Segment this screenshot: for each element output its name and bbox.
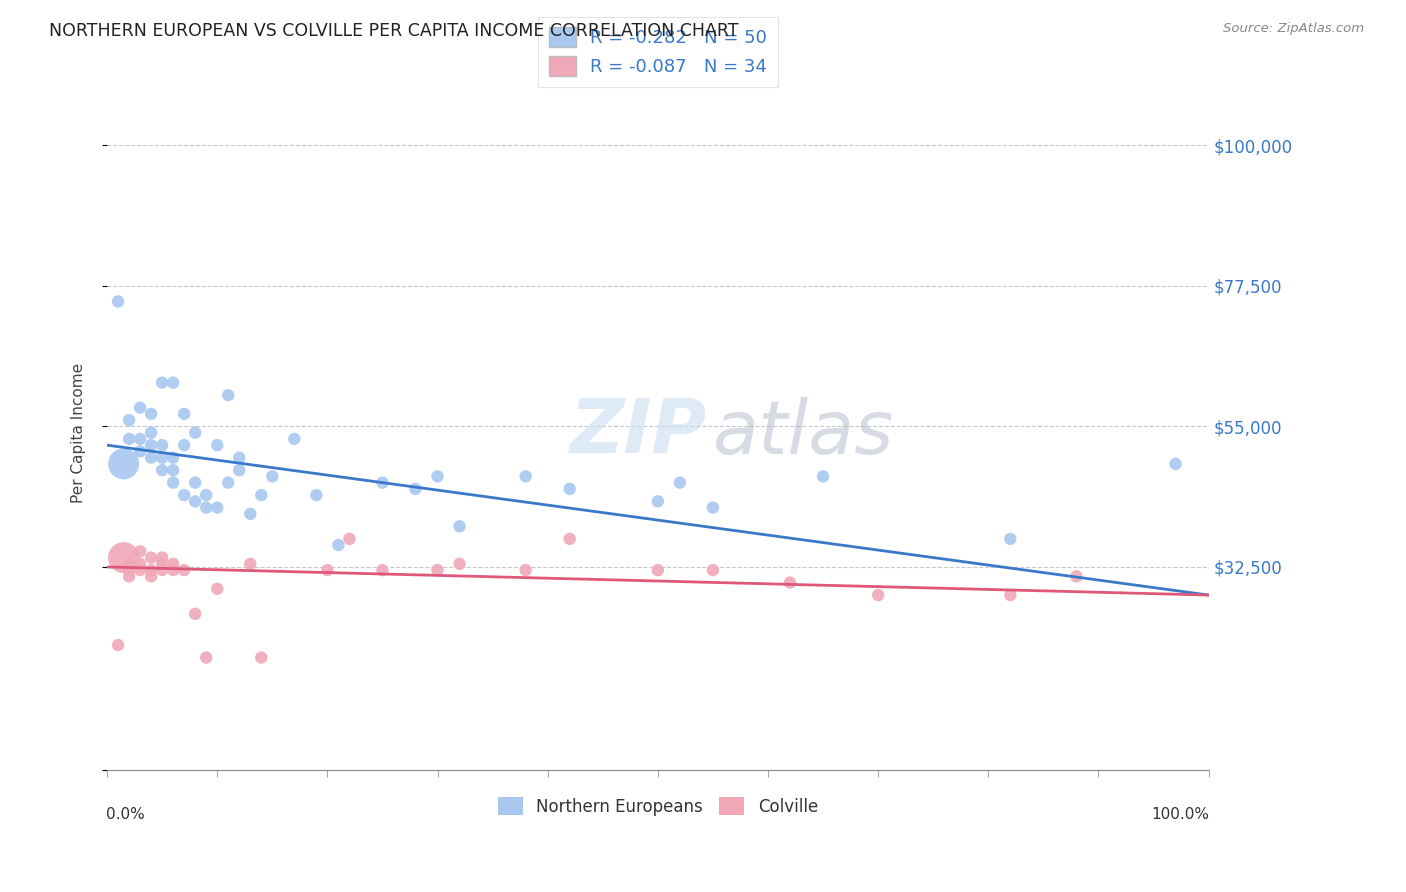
- Point: [228, 450, 250, 465]
- Point: [173, 563, 195, 577]
- Point: [702, 500, 724, 515]
- Point: [250, 650, 273, 665]
- Point: [205, 438, 228, 452]
- Point: [184, 494, 207, 508]
- Point: [162, 475, 184, 490]
- Point: [316, 563, 339, 577]
- Point: [184, 607, 207, 621]
- Point: [150, 557, 173, 571]
- Point: [112, 457, 135, 471]
- Point: [371, 475, 394, 490]
- Point: [107, 638, 129, 652]
- Text: 0.0%: 0.0%: [105, 807, 145, 822]
- Point: [150, 450, 173, 465]
- Point: [129, 544, 152, 558]
- Point: [195, 488, 218, 502]
- Point: [558, 482, 581, 496]
- Point: [515, 563, 537, 577]
- Point: [405, 482, 427, 496]
- Point: [669, 475, 692, 490]
- Point: [1164, 457, 1187, 471]
- Point: [283, 432, 305, 446]
- Text: ZIP: ZIP: [569, 396, 707, 469]
- Text: atlas: atlas: [713, 397, 894, 468]
- Point: [184, 425, 207, 440]
- Point: [426, 563, 449, 577]
- Point: [239, 557, 262, 571]
- Point: [1000, 588, 1022, 602]
- Point: [305, 488, 328, 502]
- Y-axis label: Per Capita Income: Per Capita Income: [72, 362, 86, 503]
- Point: [239, 507, 262, 521]
- Point: [371, 563, 394, 577]
- Point: [205, 500, 228, 515]
- Point: [139, 563, 162, 577]
- Point: [118, 413, 141, 427]
- Point: [184, 475, 207, 490]
- Point: [339, 532, 361, 546]
- Point: [162, 376, 184, 390]
- Point: [228, 463, 250, 477]
- Point: [868, 588, 890, 602]
- Legend: Northern Europeans, Colville: Northern Europeans, Colville: [491, 790, 825, 822]
- Point: [139, 407, 162, 421]
- Point: [129, 557, 152, 571]
- Point: [112, 550, 135, 565]
- Point: [217, 388, 239, 402]
- Point: [811, 469, 834, 483]
- Point: [139, 425, 162, 440]
- Point: [162, 450, 184, 465]
- Point: [162, 557, 184, 571]
- Point: [139, 450, 162, 465]
- Point: [162, 463, 184, 477]
- Point: [173, 407, 195, 421]
- Point: [118, 432, 141, 446]
- Point: [139, 550, 162, 565]
- Point: [558, 532, 581, 546]
- Point: [150, 463, 173, 477]
- Point: [195, 500, 218, 515]
- Point: [139, 569, 162, 583]
- Point: [173, 488, 195, 502]
- Point: [107, 294, 129, 309]
- Point: [250, 488, 273, 502]
- Point: [118, 563, 141, 577]
- Point: [217, 475, 239, 490]
- Point: [173, 438, 195, 452]
- Point: [118, 569, 141, 583]
- Point: [150, 550, 173, 565]
- Point: [205, 582, 228, 596]
- Point: [515, 469, 537, 483]
- Point: [779, 575, 801, 590]
- Point: [195, 650, 218, 665]
- Point: [702, 563, 724, 577]
- Point: [449, 519, 471, 533]
- Point: [150, 438, 173, 452]
- Point: [118, 557, 141, 571]
- Point: [262, 469, 284, 483]
- Point: [162, 563, 184, 577]
- Text: 100.0%: 100.0%: [1152, 807, 1209, 822]
- Point: [449, 557, 471, 571]
- Point: [139, 438, 162, 452]
- Point: [129, 444, 152, 458]
- Point: [647, 563, 669, 577]
- Point: [129, 401, 152, 415]
- Point: [426, 469, 449, 483]
- Point: [129, 563, 152, 577]
- Point: [150, 376, 173, 390]
- Text: Source: ZipAtlas.com: Source: ZipAtlas.com: [1223, 22, 1364, 36]
- Point: [1066, 569, 1088, 583]
- Point: [150, 563, 173, 577]
- Point: [129, 432, 152, 446]
- Text: NORTHERN EUROPEAN VS COLVILLE PER CAPITA INCOME CORRELATION CHART: NORTHERN EUROPEAN VS COLVILLE PER CAPITA…: [49, 22, 738, 40]
- Point: [1000, 532, 1022, 546]
- Point: [647, 494, 669, 508]
- Point: [328, 538, 350, 552]
